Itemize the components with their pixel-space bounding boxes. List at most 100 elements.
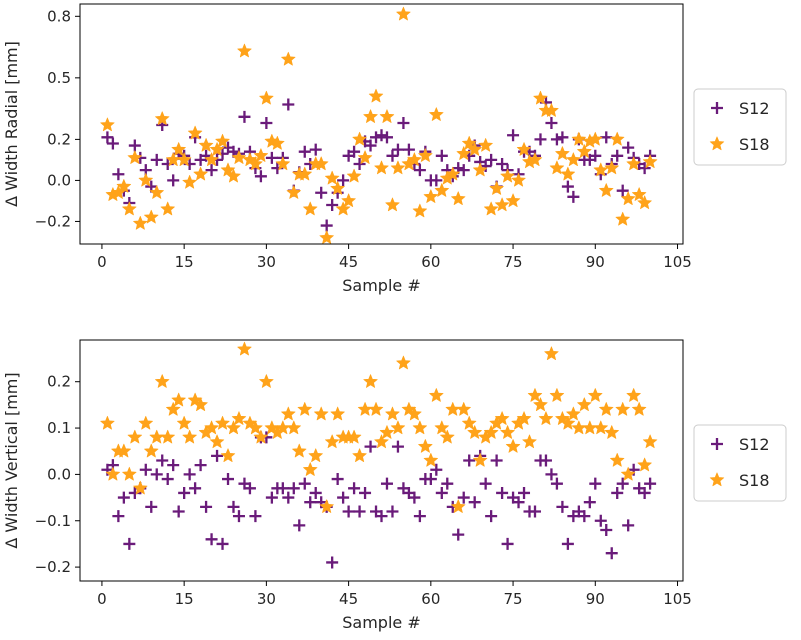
vertical-s12-point: [293, 519, 306, 532]
vertical-plot-content: [100, 341, 658, 569]
radial-s12-point: [616, 184, 629, 197]
radial-plot-content: [100, 6, 658, 244]
vertical-s18-point: [166, 402, 181, 416]
radial-s18-point: [418, 148, 433, 162]
vertical-s12-point: [578, 510, 591, 523]
radial-s18-point: [615, 211, 630, 226]
vertical-s18-point: [100, 415, 115, 430]
vertical-s12-point: [594, 514, 607, 527]
radial-s18-point: [314, 156, 329, 171]
radial-s18-point: [626, 156, 641, 171]
radial-s12-point: [622, 141, 635, 154]
vertical-s18-point: [319, 499, 334, 513]
radial-s12-point: [391, 143, 404, 156]
radial-s18-point: [177, 152, 192, 167]
vertical-s12-point: [583, 496, 596, 509]
vertical-s12-point: [463, 454, 476, 467]
radial-s18-point: [511, 172, 526, 187]
radial-s18-point: [303, 201, 318, 216]
vertical-s12-point: [167, 459, 180, 472]
radial-s12-point: [567, 190, 580, 203]
vertical-s18-point: [423, 452, 438, 467]
vertical-s18-point: [209, 434, 225, 449]
radial-s12-point: [550, 133, 563, 146]
vertical-s18-point: [105, 466, 121, 481]
radial-s18-point: [412, 203, 428, 218]
vertical-s12-point: [178, 486, 191, 499]
vertical-s12-point: [528, 505, 541, 518]
radial-legend-label-s12: S12: [739, 99, 770, 118]
vertical-s18-point: [440, 429, 455, 444]
vertical-s12-point: [249, 510, 262, 523]
radial-s12-point: [545, 116, 558, 129]
vertical-s18-point: [144, 443, 159, 458]
radial-axes-frame: [79, 3, 684, 245]
vertical-s18-point: [352, 448, 367, 462]
vertical-s12-point: [117, 491, 130, 504]
vertical-s18-point: [505, 439, 521, 453]
radial-s18-point: [374, 160, 389, 175]
vertical-s18-point: [303, 462, 318, 476]
vertical-s12-point: [627, 463, 640, 476]
vertical-width-panel: 0 15 30 45 60 75 90 105 −0.2 −0.1 0.0 0.1 0.2 Sampl…: [2, 339, 787, 632]
radial-s12-point: [150, 153, 163, 166]
radial-s18-point: [577, 144, 592, 158]
vertical-s18-point: [363, 374, 378, 388]
vertical-s12-point: [638, 486, 651, 499]
radial-s12-point: [370, 131, 383, 144]
radial-s18-point: [187, 125, 203, 140]
vertical-x-tick-label: 105: [663, 590, 692, 608]
vertical-s18-point: [396, 355, 411, 370]
vertical-s12-point: [139, 463, 152, 476]
radial-s18-point: [122, 201, 137, 216]
vertical-x-tick-label: 45: [339, 590, 358, 608]
vertical-s18-point: [253, 429, 269, 444]
vertical-s12-point: [539, 454, 552, 467]
vertical-legend-marker-s18: [709, 472, 725, 487]
vertical-s12-point: [222, 473, 235, 486]
vertical-s18-point: [237, 341, 252, 356]
radial-s18-point: [593, 162, 608, 177]
vertical-y-tick-label: −0.1: [35, 512, 71, 530]
vertical-s12-point: [287, 482, 300, 495]
radial-s18-point: [396, 6, 411, 21]
vertical-s18-point: [412, 420, 428, 435]
radial-y-tick-label: 0.0: [47, 171, 71, 189]
vertical-s12-point: [205, 533, 218, 546]
radial-s12-point: [315, 186, 328, 199]
radial-y-axis: −0.2 0.0 0.2 0.5 0.8: [35, 7, 80, 230]
radial-s18-point: [357, 150, 373, 164]
vertical-s12-point: [298, 477, 311, 490]
vertical-y-tick-label: 0.0: [47, 465, 71, 483]
radial-s12-point: [353, 158, 366, 170]
vertical-s12-point: [326, 556, 339, 569]
radial-s18-point: [215, 133, 230, 148]
vertical-s12-point: [501, 537, 514, 550]
radial-axes-border: [79, 3, 684, 245]
vertical-s18-point: [385, 406, 400, 421]
radial-s18-point: [462, 135, 477, 150]
radial-s18-point: [478, 138, 493, 152]
vertical-s18-point: [390, 420, 406, 435]
vertical-s12-point: [161, 473, 174, 486]
vertical-s12-point: [413, 510, 426, 523]
vertical-s18-point: [588, 388, 603, 402]
vertical-s12-point: [337, 491, 350, 504]
vertical-s12-point: [589, 477, 602, 490]
vertical-y-tick-label: 0.1: [47, 419, 71, 437]
radial-x-tick-label: 75: [504, 253, 523, 271]
radial-s18-point: [549, 160, 565, 175]
vertical-s18-point: [127, 429, 142, 444]
radial-s12-point: [496, 158, 509, 170]
vertical-s12-point: [243, 482, 256, 495]
vertical-s18-point: [292, 443, 307, 458]
vertical-s12-point: [282, 491, 295, 504]
radial-s18-point: [379, 109, 395, 123]
radial-s18-point: [341, 193, 356, 208]
vertical-s18-point: [379, 425, 395, 439]
vertical-s18-point: [527, 388, 543, 402]
radial-s18-point: [319, 230, 334, 244]
radial-s12-point: [485, 153, 498, 166]
